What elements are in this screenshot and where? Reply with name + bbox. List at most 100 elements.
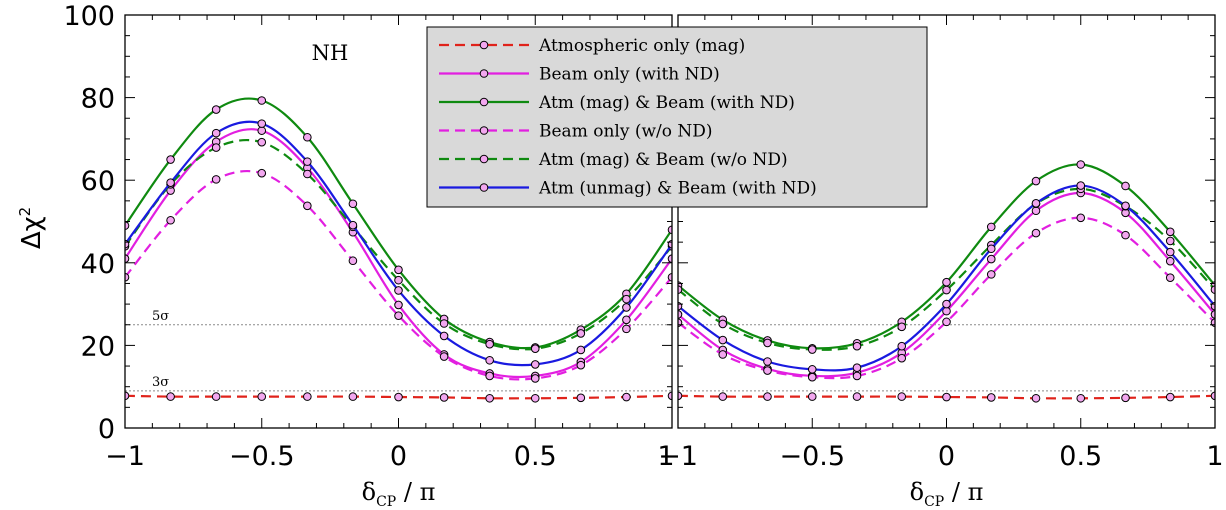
x-tick-label: 0.5: [514, 441, 557, 472]
series-point-3-6: [942, 317, 951, 327]
series-point-3-8: [1031, 228, 1041, 238]
series-point-4-10: [576, 329, 586, 338]
series-point-5-1: [166, 178, 175, 187]
series-point-0-6: [942, 392, 951, 402]
series-point-2-6: [942, 277, 951, 287]
series-point-5-3: [807, 365, 817, 374]
x-tick-label: −1: [105, 441, 145, 472]
legend-label-3: Beam only (w/o ND): [539, 122, 713, 142]
series-point-4-3: [807, 345, 817, 354]
series-point-0-4: [852, 392, 862, 401]
series-point-0-7: [986, 393, 996, 402]
series-point-2-1: [166, 155, 175, 164]
series-point-2-3: [257, 96, 267, 105]
legend-marker-2: [479, 97, 489, 107]
legend: Atmospheric only (mag) Beam only (with ND…: [426, 26, 928, 208]
series-point-5-7: [439, 331, 449, 341]
series-point-3-1: [718, 350, 728, 359]
series-point-0-1: [166, 392, 175, 401]
series-point-2-9: [1076, 160, 1086, 169]
series-point-3-7: [986, 270, 996, 279]
series-point-3-10: [1121, 230, 1130, 240]
series-point-5-1: [718, 335, 728, 345]
x-tick-label: 1: [657, 441, 674, 472]
x-tick-label: −0.5: [229, 441, 295, 472]
series-point-5-2: [211, 128, 221, 138]
series-point-4-4: [303, 169, 312, 179]
x-tick-label: −0.5: [779, 441, 845, 472]
series-point-0-6: [394, 392, 403, 402]
series-point-0-9: [1076, 393, 1086, 403]
series-point-0-1: [718, 392, 728, 401]
series-point-4-11: [1165, 236, 1175, 246]
series-point-1-8: [1031, 206, 1041, 216]
x-axis-label: δCP / π: [362, 478, 436, 510]
series-point-5-11: [622, 303, 631, 312]
series-point-0-11: [622, 392, 631, 402]
series-point-2-8: [1031, 176, 1041, 186]
series-point-4-3: [257, 137, 267, 147]
series-point-5-7: [986, 244, 996, 254]
legend-label-1: Beam only (with ND): [539, 65, 720, 85]
series-group: [678, 160, 1215, 403]
series-point-3-8: [485, 371, 494, 381]
series-point-5-8: [485, 355, 494, 365]
series-point-5-9: [1076, 181, 1086, 190]
legend-label-2: Atm (mag) & Beam (with ND): [538, 93, 795, 113]
series-point-0-10: [576, 393, 586, 403]
series-point-3-1: [166, 215, 175, 225]
x-tick-label: 0: [390, 441, 407, 472]
legend-marker-0: [479, 40, 489, 50]
legend-marker-5: [479, 183, 489, 192]
series-point-3-2: [763, 366, 772, 375]
series-point-3-10: [576, 360, 586, 370]
series-point-5-6: [394, 286, 403, 295]
series-point-1-7: [986, 254, 996, 264]
series-point-4-8: [485, 339, 494, 349]
x-tick-label: 1: [1206, 441, 1223, 472]
series-point-2-6: [394, 265, 403, 275]
series-point-1-0: [125, 254, 130, 263]
series-point-0-8: [1031, 393, 1041, 403]
series-point-5-5: [897, 341, 907, 351]
y-tick-label: 60: [81, 166, 115, 197]
y-tick-label: 80: [81, 84, 115, 115]
legend-marker-1: [479, 69, 489, 78]
series-point-3-9: [530, 374, 540, 383]
series-point-3-12: [667, 272, 672, 282]
series-point-4-4: [852, 341, 862, 351]
panel-nh: 5σ 3σ −1 −0.5 0 0.5 1 0 20 40 60 80 100 NH δCP / π: [63, 1, 674, 510]
series-point-5-5: [348, 220, 358, 230]
y-axis-label-main: Δχ: [17, 216, 47, 249]
series-point-4-5: [897, 322, 907, 332]
series-point-1-12: [667, 254, 672, 263]
y-tick-label: 20: [81, 331, 115, 362]
series-point-3-9: [1076, 213, 1086, 223]
x-tick-label: 0.5: [1059, 441, 1102, 472]
series-point-3-2: [211, 175, 221, 184]
series-point-4-6: [942, 285, 951, 295]
series-point-2-12: [667, 225, 672, 235]
series-point-2-5: [348, 199, 358, 209]
x-tick-label: 0: [938, 441, 955, 472]
x-tick-label: −1: [658, 441, 698, 472]
series-point-4-1: [718, 319, 728, 329]
series-point-2-11: [1165, 227, 1175, 237]
series-point-0-10: [1121, 393, 1130, 403]
series-point-1-3: [257, 126, 267, 135]
series-point-3-11: [1165, 273, 1175, 282]
series-point-3-3: [807, 372, 817, 382]
series-point-0-12: [667, 391, 672, 401]
series-point-1-11: [1165, 256, 1175, 266]
series-point-4-11: [622, 294, 631, 304]
y-tick-label: 0: [98, 414, 115, 445]
series-point-5-9: [530, 360, 540, 369]
series-point-4-2: [763, 338, 772, 348]
series-point-2-0: [125, 221, 130, 230]
series-point-3-4: [303, 201, 312, 211]
y-tick-label: 100: [63, 1, 115, 32]
y-axis-label: Δχ2: [16, 207, 47, 249]
legend-label-0: Atmospheric only (mag): [538, 36, 745, 56]
series-point-0-5: [897, 392, 907, 401]
series-point-3-0: [125, 272, 130, 282]
